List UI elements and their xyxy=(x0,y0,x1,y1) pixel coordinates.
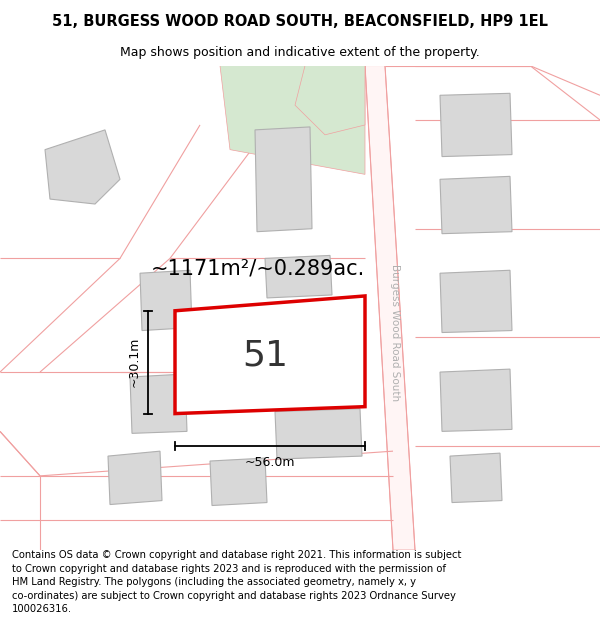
Text: ~30.1m: ~30.1m xyxy=(128,337,140,388)
Polygon shape xyxy=(440,270,512,332)
Polygon shape xyxy=(255,127,312,232)
Polygon shape xyxy=(365,66,415,550)
Text: Burgess Wood Road South: Burgess Wood Road South xyxy=(390,264,400,401)
Polygon shape xyxy=(440,176,512,234)
Polygon shape xyxy=(210,458,267,506)
Polygon shape xyxy=(450,453,502,503)
Polygon shape xyxy=(440,369,512,431)
Polygon shape xyxy=(265,256,332,298)
Polygon shape xyxy=(220,66,365,174)
Polygon shape xyxy=(108,451,162,504)
Polygon shape xyxy=(175,296,365,414)
Polygon shape xyxy=(45,130,120,204)
Text: Map shows position and indicative extent of the property.: Map shows position and indicative extent… xyxy=(120,46,480,59)
Text: Contains OS data © Crown copyright and database right 2021. This information is : Contains OS data © Crown copyright and d… xyxy=(12,550,461,614)
Text: ~1171m²/~0.289ac.: ~1171m²/~0.289ac. xyxy=(151,258,365,278)
Polygon shape xyxy=(440,93,512,157)
Text: 51, BURGESS WOOD ROAD SOUTH, BEACONSFIELD, HP9 1EL: 51, BURGESS WOOD ROAD SOUTH, BEACONSFIEL… xyxy=(52,14,548,29)
Text: ~56.0m: ~56.0m xyxy=(245,456,295,469)
Polygon shape xyxy=(140,270,192,331)
Polygon shape xyxy=(270,339,352,390)
Polygon shape xyxy=(275,409,362,459)
Polygon shape xyxy=(130,374,187,433)
Polygon shape xyxy=(295,66,365,135)
Text: 51: 51 xyxy=(242,338,288,372)
